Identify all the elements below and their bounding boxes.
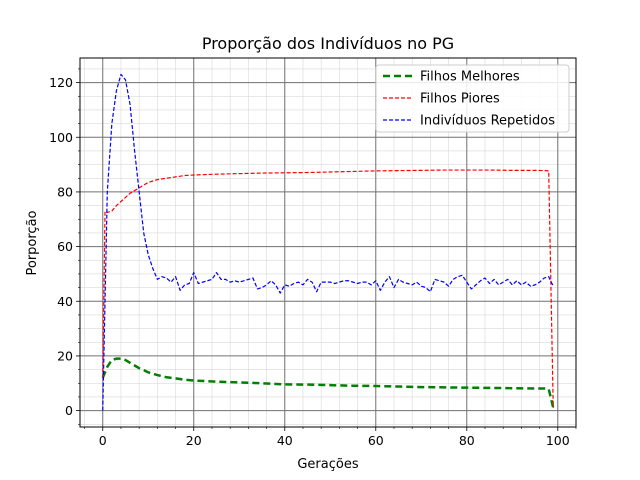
series-line-filhos-melhores bbox=[101, 357, 555, 409]
legend-label-individuos-repetidos: Indivíduos Repetidos bbox=[420, 114, 555, 129]
legend: Filhos Melhores Filhos Piores Indivíduos R… bbox=[375, 64, 570, 133]
legend-label-filhos-melhores: Filhos Melhores bbox=[420, 70, 520, 85]
y-tick-label: 60 bbox=[57, 239, 73, 254]
y-tick-label: 40 bbox=[57, 294, 73, 309]
y-axis-label: Porporção bbox=[25, 210, 40, 275]
chart-title: Proporção dos Indivíduos no PG bbox=[202, 34, 454, 53]
y-tick-label: 80 bbox=[57, 184, 73, 199]
y-tick-label: 20 bbox=[57, 348, 73, 363]
legend-label-filhos-piores: Filhos Piores bbox=[420, 92, 500, 107]
y-tick-label: 120 bbox=[49, 75, 73, 90]
x-tick-label: 100 bbox=[546, 433, 570, 448]
axis-ticks: 0 20 40 60 80 100 0 20 40 60 80 100 120 bbox=[49, 68, 577, 448]
x-tick-label: 40 bbox=[277, 433, 293, 448]
y-tick-label: 0 bbox=[65, 403, 73, 418]
series-line-individuos-repetidos bbox=[102, 73, 554, 411]
x-tick-label: 20 bbox=[186, 433, 202, 448]
x-tick-label: 0 bbox=[99, 433, 107, 448]
series-layer bbox=[101, 73, 555, 411]
plot-frame bbox=[79, 57, 577, 428]
legend-box bbox=[375, 64, 570, 133]
y-tick-label: 100 bbox=[49, 130, 73, 145]
x-tick-label: 60 bbox=[368, 433, 384, 448]
x-tick-label: 80 bbox=[459, 433, 475, 448]
series-line-filhos-piores bbox=[102, 169, 554, 408]
x-axis-label: Gerações bbox=[297, 457, 358, 472]
